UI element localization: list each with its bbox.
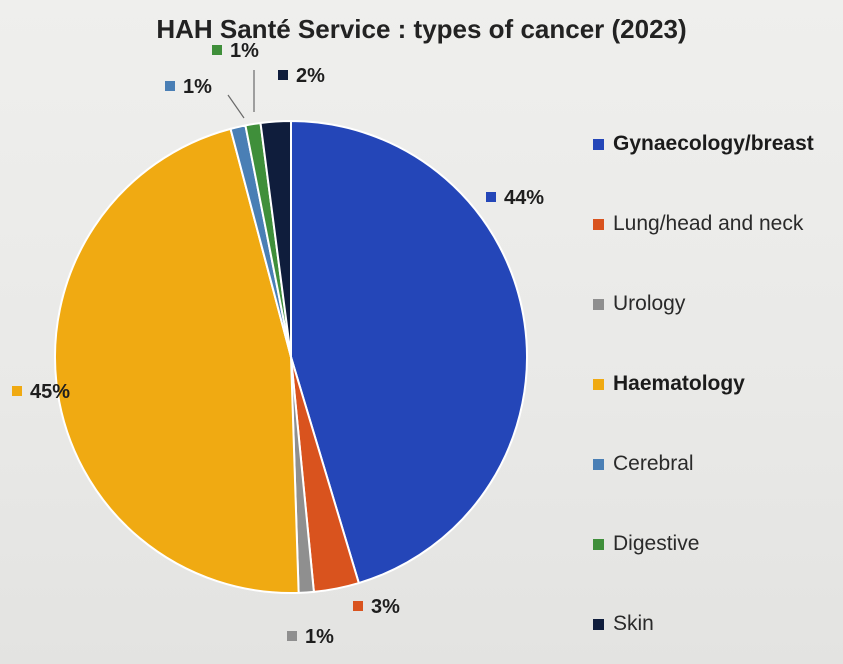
data-label-swatch [12, 386, 22, 396]
legend-label: Haematology [613, 372, 745, 395]
legend-swatch [593, 298, 604, 310]
legend-swatch [593, 138, 604, 150]
data-label: 44% [486, 187, 544, 209]
legend-item: Cerebral [593, 424, 814, 504]
legend-swatch [593, 378, 604, 390]
legend-item: Lung/head and neck [593, 184, 814, 264]
chart-title: HAH Santé Service : types of cancer (202… [156, 14, 687, 44]
data-label: 2% [278, 65, 325, 87]
data-label: 1% [165, 76, 212, 98]
legend-label: Cerebral [613, 452, 694, 475]
data-label-text: 1% [230, 40, 259, 62]
data-label-text: 45% [30, 381, 70, 403]
data-label-swatch [486, 192, 496, 202]
data-label-swatch [165, 81, 175, 91]
data-label: 3% [353, 596, 400, 618]
legend-item: Gynaecology/breast [593, 104, 814, 184]
pie-slice-skin [259, 119, 292, 358]
legend-swatch [593, 538, 604, 550]
legend-label: Digestive [613, 532, 700, 555]
data-label: 45% [12, 381, 70, 403]
data-label-text: 1% [305, 626, 334, 648]
data-label: 1% [287, 626, 334, 648]
legend-swatch [593, 458, 604, 470]
data-label-text: 2% [296, 65, 325, 87]
legend-item: Digestive [593, 504, 814, 584]
pie-slice-gynaecology-breast [290, 119, 528, 585]
legend-label: Urology [613, 292, 686, 315]
legend-swatch [593, 218, 604, 230]
legend-label: Lung/head and neck [613, 212, 804, 235]
legend-item: Skin [593, 584, 814, 664]
data-label: 1% [212, 40, 259, 62]
legend-swatch [593, 618, 604, 630]
data-label-swatch [278, 70, 288, 80]
legend-item: Urology [593, 264, 814, 344]
legend-label: Gynaecology/breast [613, 132, 814, 155]
leader-line [227, 94, 245, 119]
data-label-text: 3% [371, 596, 400, 618]
legend-label: Skin [613, 612, 654, 635]
data-label-text: 44% [504, 187, 544, 209]
data-label-swatch [212, 45, 222, 55]
pie-slice-haematology [54, 127, 300, 594]
legend-item: Haematology [593, 344, 814, 424]
data-label-text: 1% [183, 76, 212, 98]
data-label-swatch [287, 631, 297, 641]
data-label-swatch [353, 601, 363, 611]
legend: Gynaecology/breast Lung/head and neck Urol… [593, 104, 814, 664]
